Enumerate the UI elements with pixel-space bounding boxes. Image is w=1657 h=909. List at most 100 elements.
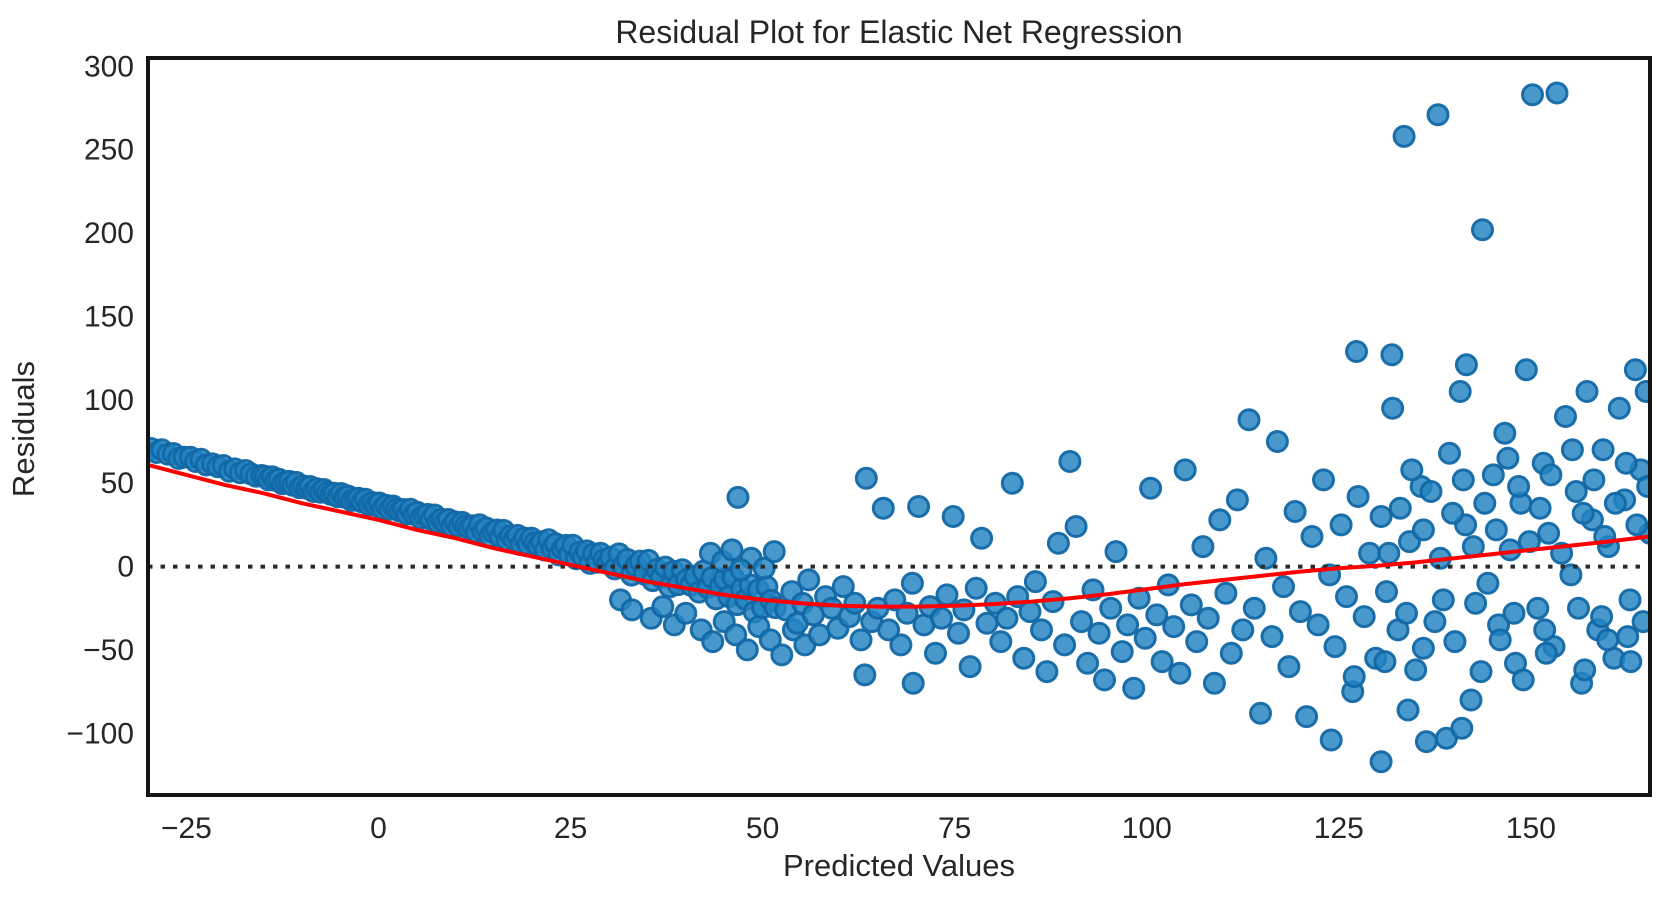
scatter-point [941, 505, 965, 528]
scatter-point [1208, 508, 1232, 532]
scatter-point [1277, 655, 1301, 679]
x-tick-label: 125 [1314, 812, 1364, 845]
scatter-point [1369, 750, 1393, 774]
scatter-point [1554, 405, 1577, 428]
scatter-point [1464, 591, 1488, 615]
scatter-point [1575, 380, 1599, 403]
scatter-point [900, 571, 924, 595]
scatter-point [871, 496, 895, 520]
scatter-point [947, 621, 970, 645]
scatter-point [1623, 358, 1647, 382]
scatter-point [1471, 218, 1494, 242]
scatter-point [1053, 633, 1077, 657]
scatter-point [1539, 463, 1563, 487]
scatter-point [1537, 521, 1561, 545]
scatter-point [1139, 476, 1163, 500]
scatter-point [1260, 625, 1284, 649]
scatter-point [1484, 518, 1508, 542]
scatter-point [1573, 658, 1597, 682]
y-tick-label: 100 [84, 384, 134, 417]
scatter-point [1237, 408, 1261, 432]
scatter-point [1596, 628, 1620, 652]
scatter-point [1514, 358, 1538, 382]
scatter-point [1373, 650, 1397, 674]
scatter-point [975, 611, 999, 635]
scatter-point [1603, 491, 1627, 515]
scatter-point [1070, 610, 1093, 634]
scatter-point [930, 606, 954, 630]
y-axis-label: Residuals [6, 360, 41, 498]
scatter-point [1035, 660, 1059, 684]
scatter-point [1133, 626, 1157, 650]
scatter-point [1419, 480, 1443, 503]
scatter-point [1571, 501, 1595, 525]
scatter-point [964, 576, 988, 600]
scatter-point [762, 540, 786, 564]
scatter-point [801, 603, 825, 627]
scatter-point [1249, 701, 1272, 725]
scatter-point [1488, 628, 1512, 652]
scatter-point [1526, 596, 1550, 620]
scatter-point [1496, 446, 1520, 470]
scatter-point [1533, 618, 1557, 642]
scatter-point [1093, 668, 1116, 692]
scatter-point [1116, 613, 1140, 637]
scatter-point [1631, 610, 1650, 634]
scatter-point [1377, 541, 1401, 565]
scatter-point [1295, 705, 1319, 729]
scatter-points [148, 81, 1650, 774]
scatter-point [1110, 640, 1134, 664]
scatter-point [958, 655, 982, 679]
scatter-point [1634, 380, 1650, 403]
scatter-point [1411, 636, 1435, 660]
scatter-point [1122, 676, 1146, 700]
scatter-point [1493, 421, 1517, 445]
x-tick-label: −25 [161, 812, 212, 845]
scatter-point [1179, 593, 1203, 617]
x-axis-label: Predicted Values [782, 848, 1016, 883]
scatter-point [1451, 468, 1475, 492]
scatter-point [651, 595, 675, 619]
scatter-point [1168, 661, 1192, 685]
scatter-point [1335, 585, 1358, 609]
scatter-point [1064, 515, 1088, 538]
scatter-point [1300, 525, 1324, 548]
scatter-point [1431, 588, 1455, 612]
scatter-point [1414, 730, 1438, 754]
scatter-point [726, 485, 750, 509]
scatter-point [1582, 468, 1606, 492]
y-tick-label: 250 [84, 134, 134, 167]
scatter-point [797, 568, 821, 592]
axes-frame [146, 56, 1652, 797]
scatter-point [1162, 615, 1186, 639]
scatter-point [1534, 641, 1558, 665]
scatter-point [1607, 396, 1631, 420]
x-tick-label: 150 [1506, 812, 1556, 845]
scatter-point [1381, 396, 1405, 420]
scatter-point [989, 630, 1013, 654]
x-tick-label: 25 [554, 812, 587, 845]
scatter-point [970, 526, 994, 550]
scatter-point [1454, 353, 1478, 377]
scatter-point [843, 591, 867, 615]
scatter-point [1590, 605, 1614, 629]
scatter-point [1319, 728, 1343, 752]
scatter-point [1400, 458, 1424, 482]
scatter-point [735, 638, 759, 662]
scatter-point [724, 623, 748, 647]
y-tick-label: 50 [101, 467, 134, 500]
scatter-point [831, 575, 855, 599]
scatter-point [1396, 698, 1420, 722]
scatter-point [1450, 716, 1474, 740]
scatter-point [1329, 513, 1353, 537]
y-tick-label: 0 [117, 551, 134, 584]
scatter-point [1567, 596, 1590, 620]
scatter-point [1346, 485, 1370, 508]
scatter-point [1459, 688, 1483, 712]
scatter-point [1511, 668, 1535, 692]
scatter-point [1560, 438, 1584, 462]
scatter-point [1265, 430, 1289, 453]
x-tick-label: 0 [370, 812, 387, 845]
y-tick-label: 150 [84, 301, 134, 334]
